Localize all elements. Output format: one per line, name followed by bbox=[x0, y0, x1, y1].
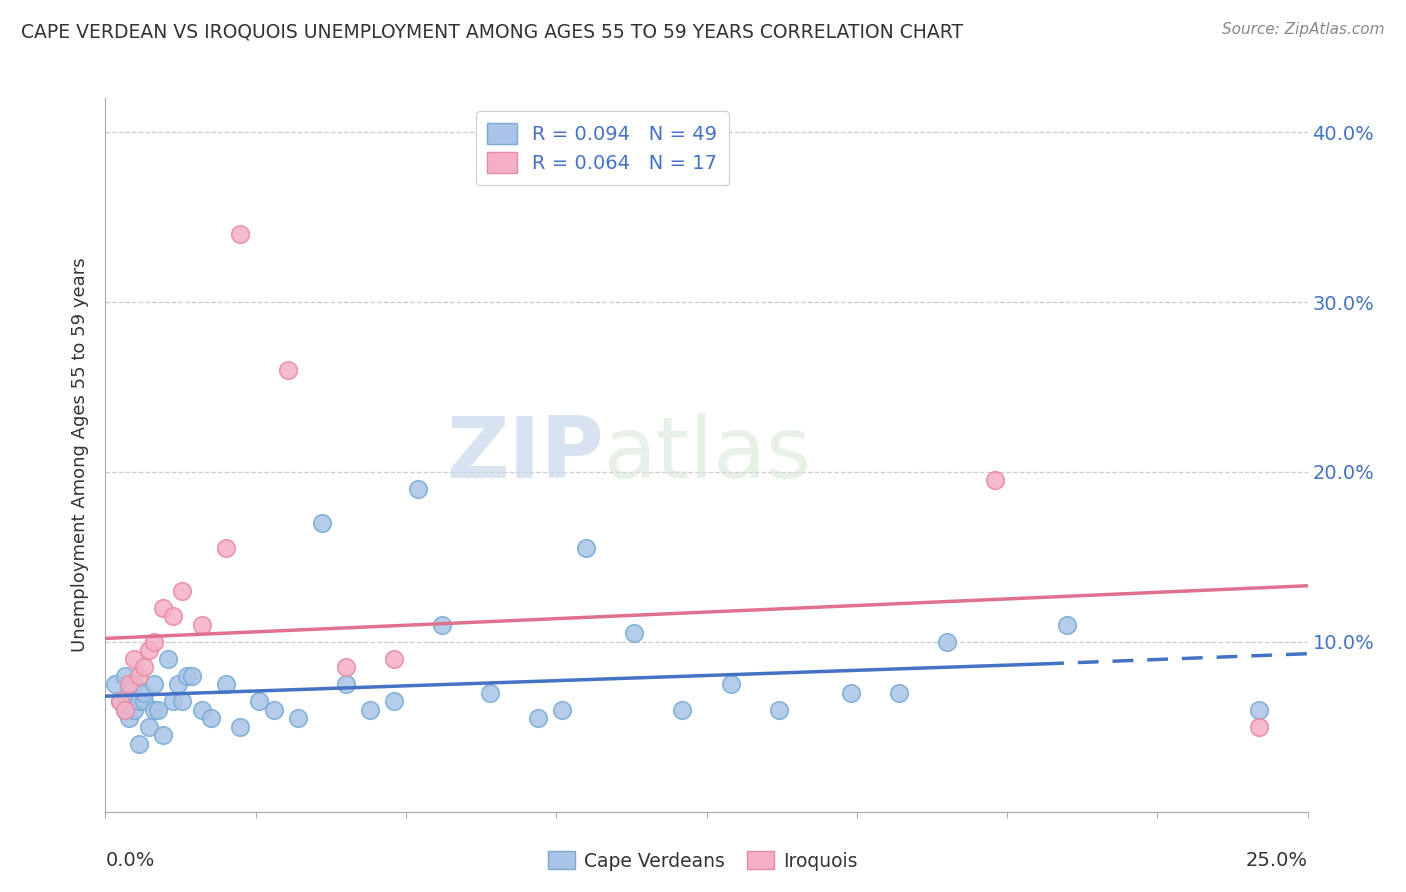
Point bbox=[551, 703, 574, 717]
Point bbox=[114, 669, 136, 683]
Point bbox=[720, 677, 742, 691]
Point bbox=[118, 677, 141, 691]
Point bbox=[114, 703, 136, 717]
Point bbox=[335, 660, 357, 674]
Point bbox=[575, 541, 598, 556]
Point bbox=[277, 363, 299, 377]
Point bbox=[142, 635, 165, 649]
Legend: Cape Verdeans, Iroquois: Cape Verdeans, Iroquois bbox=[541, 844, 865, 878]
Point bbox=[172, 694, 194, 708]
Point bbox=[176, 669, 198, 683]
Point bbox=[984, 474, 1007, 488]
Text: 25.0%: 25.0% bbox=[1246, 851, 1308, 870]
Point bbox=[142, 677, 165, 691]
Point bbox=[166, 677, 188, 691]
Point bbox=[263, 703, 285, 717]
Point bbox=[104, 677, 127, 691]
Point bbox=[768, 703, 790, 717]
Point bbox=[671, 703, 693, 717]
Point bbox=[124, 703, 146, 717]
Y-axis label: Unemployment Among Ages 55 to 59 years: Unemployment Among Ages 55 to 59 years bbox=[72, 258, 90, 652]
Point bbox=[200, 711, 222, 725]
Point bbox=[382, 694, 405, 708]
Point bbox=[142, 703, 165, 717]
Point bbox=[335, 677, 357, 691]
Point bbox=[118, 711, 141, 725]
Point bbox=[287, 711, 309, 725]
Point bbox=[190, 617, 212, 632]
Point bbox=[1249, 703, 1271, 717]
Point bbox=[108, 694, 131, 708]
Legend: R = 0.094   N = 49, R = 0.064   N = 17: R = 0.094 N = 49, R = 0.064 N = 17 bbox=[475, 112, 728, 185]
Text: 0.0%: 0.0% bbox=[105, 851, 155, 870]
Point bbox=[229, 227, 252, 241]
Point bbox=[406, 482, 429, 496]
Point bbox=[190, 703, 212, 717]
Point bbox=[623, 626, 645, 640]
Point bbox=[214, 677, 236, 691]
Point bbox=[214, 541, 236, 556]
Point bbox=[124, 652, 146, 666]
Point bbox=[138, 643, 160, 657]
Point bbox=[527, 711, 550, 725]
Point bbox=[181, 669, 204, 683]
Point bbox=[311, 516, 333, 530]
Point bbox=[132, 686, 155, 700]
Point bbox=[839, 686, 862, 700]
Point bbox=[936, 635, 959, 649]
Text: CAPE VERDEAN VS IROQUOIS UNEMPLOYMENT AMONG AGES 55 TO 59 YEARS CORRELATION CHAR: CAPE VERDEAN VS IROQUOIS UNEMPLOYMENT AM… bbox=[21, 22, 963, 41]
Point bbox=[128, 694, 150, 708]
Point bbox=[156, 652, 179, 666]
Point bbox=[1249, 720, 1271, 734]
Point bbox=[152, 728, 174, 742]
Point bbox=[887, 686, 910, 700]
Point bbox=[479, 686, 502, 700]
Point bbox=[114, 703, 136, 717]
Point bbox=[108, 694, 131, 708]
Point bbox=[162, 694, 184, 708]
Point bbox=[148, 703, 170, 717]
Point bbox=[132, 660, 155, 674]
Point bbox=[229, 720, 252, 734]
Point bbox=[124, 677, 146, 691]
Text: Source: ZipAtlas.com: Source: ZipAtlas.com bbox=[1222, 22, 1385, 37]
Text: ZIP: ZIP bbox=[447, 413, 605, 497]
Point bbox=[128, 669, 150, 683]
Point bbox=[138, 720, 160, 734]
Point bbox=[382, 652, 405, 666]
Point bbox=[118, 686, 141, 700]
Point bbox=[162, 609, 184, 624]
Point bbox=[1056, 617, 1078, 632]
Point bbox=[247, 694, 270, 708]
Point bbox=[430, 617, 453, 632]
Point bbox=[172, 583, 194, 598]
Point bbox=[132, 694, 155, 708]
Point bbox=[128, 737, 150, 751]
Point bbox=[359, 703, 381, 717]
Text: atlas: atlas bbox=[605, 413, 813, 497]
Point bbox=[152, 600, 174, 615]
